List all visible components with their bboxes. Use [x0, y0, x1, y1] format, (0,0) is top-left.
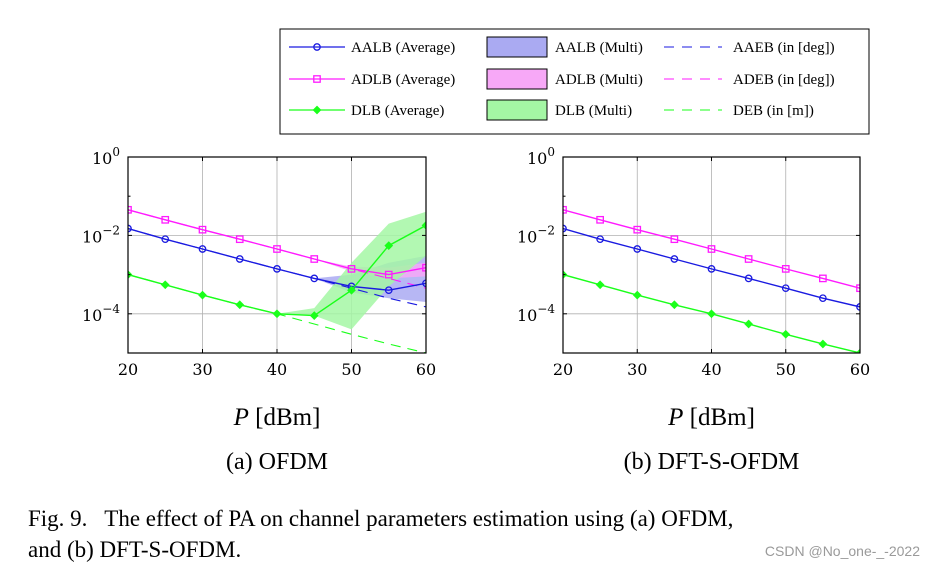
data-point — [670, 300, 679, 310]
legend-marker — [313, 43, 321, 51]
series-aalb-average- — [128, 227, 426, 291]
y-tick-label: 100 — [92, 145, 120, 168]
x-tick-label: 60 — [850, 360, 870, 379]
chart-ofdm: 20 30 40 50 60 100 10−2 10−4 P [dBm] (a) OFDM — [82, 145, 436, 475]
legend-label: ADEB (in [deg]) — [733, 72, 835, 88]
y-tick-label: 100 — [527, 145, 555, 168]
data-point — [273, 245, 281, 253]
legend-label: ADLB (Multi) — [555, 72, 643, 88]
data-point — [781, 329, 791, 339]
data-point — [744, 319, 753, 329]
data-point — [198, 225, 207, 234]
data-point — [272, 309, 282, 319]
data-point — [707, 309, 716, 319]
data-point — [384, 241, 394, 250]
data-point — [384, 286, 393, 295]
data-point — [595, 280, 605, 290]
subplot-caption: (b) DFT-S-OFDM — [624, 449, 800, 475]
data-point — [198, 245, 207, 253]
watermark: CSDN @No_one-_-2022 — [764, 543, 920, 559]
data-point — [273, 265, 281, 273]
x-tick-label: 30 — [192, 360, 212, 379]
x-axis-label: P [dBm] — [233, 404, 321, 431]
legend-label: ADLB (Average) — [351, 72, 455, 88]
x-tick-label: 20 — [118, 360, 138, 379]
figure-caption: Fig. 9. The effect of PA on channel para… — [28, 503, 918, 565]
series-adlb-average- — [563, 209, 860, 289]
data-point — [818, 339, 828, 349]
data-point — [633, 225, 642, 234]
legend-band-swatch — [486, 99, 548, 121]
data-point — [235, 255, 244, 263]
x-tick-label: 50 — [776, 360, 796, 379]
data-point — [670, 235, 679, 244]
chart-dft-s-ofdm: 20 30 40 50 60 100 10−2 10−4 P [dBm] (b) DFT-S-OF… — [517, 145, 870, 475]
data-point — [707, 265, 716, 273]
data-point — [235, 235, 244, 244]
data-point — [160, 280, 170, 290]
data-point — [744, 255, 753, 263]
legend-band-swatch — [486, 68, 548, 90]
legend-marker — [312, 105, 322, 115]
data-point — [707, 245, 716, 253]
x-tick-label: 30 — [627, 360, 647, 379]
x-tick-label: 40 — [267, 360, 287, 379]
grid — [563, 157, 860, 353]
data-point — [819, 294, 827, 303]
x-tick-label: 40 — [701, 360, 721, 379]
series-aalb-average- — [563, 227, 860, 308]
legend-label: AALB (Average) — [351, 40, 455, 56]
legend-frame — [279, 28, 870, 135]
y-tick-label: 10−4 — [517, 302, 555, 325]
y-tick-label: 10−2 — [517, 223, 555, 246]
data-point — [670, 255, 679, 263]
legend-label: AALB (Multi) — [555, 40, 643, 56]
legend: AALB (Average) AALB (Multi) AAEB (in [deg]… — [279, 28, 870, 135]
legend-label: DEB (in [m]) — [733, 103, 814, 119]
data-point — [855, 348, 860, 353]
data-point — [596, 235, 604, 244]
data-point — [819, 274, 827, 283]
x-tick-label: 50 — [341, 360, 361, 379]
data-point — [198, 290, 207, 300]
data-point — [347, 285, 356, 295]
data-point — [781, 284, 790, 293]
data-point — [161, 235, 170, 244]
legend-marker — [313, 75, 321, 83]
legend-label: DLB (Multi) — [555, 103, 632, 119]
data-point — [563, 205, 567, 214]
x-tick-label: 60 — [416, 360, 436, 379]
data-point — [384, 270, 393, 279]
y-tick-label: 10−4 — [82, 302, 120, 325]
data-point — [744, 274, 753, 283]
subplot-caption: (a) OFDM — [226, 449, 328, 475]
y-tick-label: 10−2 — [82, 223, 120, 246]
data-point — [310, 274, 319, 283]
plot-area — [128, 205, 426, 353]
data-point — [235, 300, 245, 310]
data-point — [421, 221, 426, 230]
data-point — [309, 311, 319, 320]
x-axis-label: P [dBm] — [667, 404, 755, 431]
series-adlb-average- — [128, 209, 426, 276]
data-point — [781, 265, 790, 273]
band-dlb-multi- — [277, 211, 426, 330]
data-point — [563, 224, 567, 233]
x-tick-label: 20 — [553, 360, 573, 379]
data-point — [347, 265, 356, 273]
legend-label: DLB (Average) — [351, 103, 444, 119]
data-point — [161, 215, 170, 224]
data-point — [596, 215, 604, 224]
legend-band-swatch — [486, 36, 548, 58]
caption-line-2: and (b) DFT-S-OFDM. — [28, 537, 242, 562]
caption-line-1: Fig. 9. The effect of PA on channel para… — [28, 506, 734, 531]
data-point — [632, 290, 642, 300]
data-point — [310, 255, 319, 263]
data-point — [633, 245, 642, 253]
legend-label: AAEB (in [deg]) — [733, 40, 835, 56]
